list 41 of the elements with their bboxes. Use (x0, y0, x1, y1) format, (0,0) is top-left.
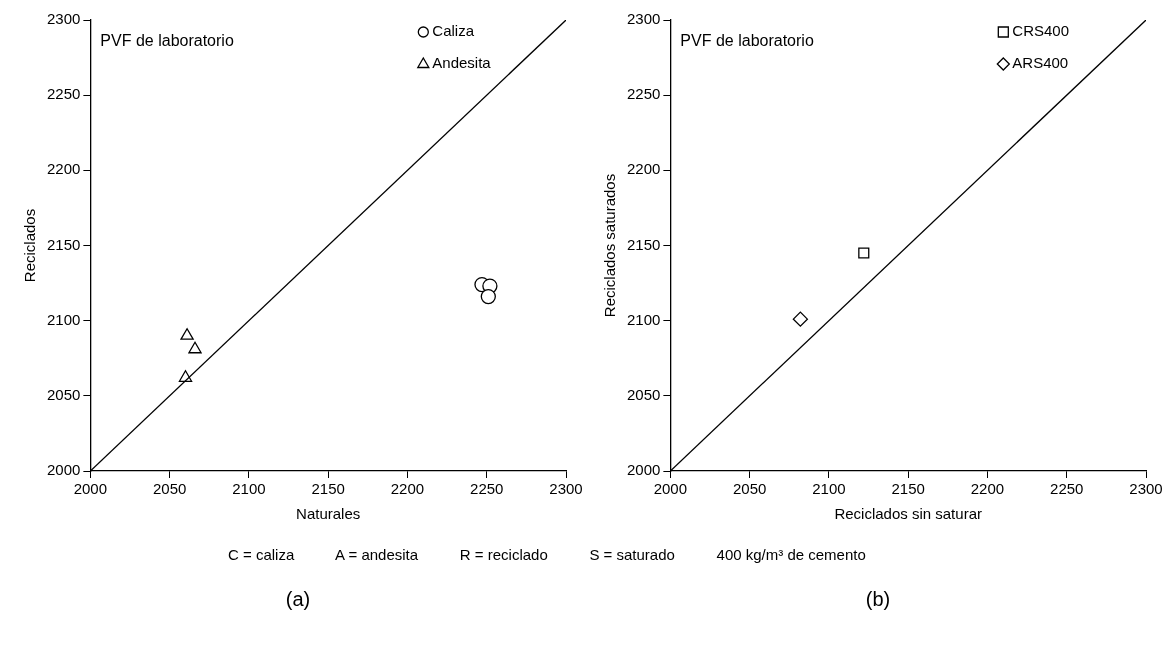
y-tick-label: 2200 (626, 160, 661, 178)
legend-label: Andesita (432, 54, 492, 72)
x-tick-label: 2200 (970, 480, 1005, 498)
x-tick-label: 2200 (390, 480, 425, 498)
y-tick-label: 2000 (626, 461, 661, 479)
x-tick-label: 2150 (311, 480, 345, 498)
y-tick-label: 2250 (46, 85, 81, 103)
x-tick-label: 2300 (1129, 480, 1163, 498)
annotation: PVF de laboratorio (100, 32, 234, 50)
x-tick-label: 2000 (653, 480, 688, 498)
y-tick-label: 2150 (626, 235, 661, 253)
x-tick-label: 2300 (549, 480, 583, 498)
text: (a) (284, 588, 312, 611)
y-tick-label: 2050 (626, 385, 661, 403)
legend-label: ARS400 (1012, 54, 1069, 72)
legend-label: Caliza (432, 22, 475, 40)
y-tick-label: 2100 (626, 310, 661, 328)
y-tick-label: 2300 (46, 10, 81, 28)
y-axis-title: Reciclados (21, 208, 39, 283)
x-tick-label: 2100 (232, 480, 266, 498)
y-tick-label: 2050 (46, 385, 81, 403)
legend-label: CRS400 (1012, 22, 1070, 40)
x-tick-label: 2250 (1050, 480, 1084, 498)
y-tick-label: 2100 (46, 310, 81, 328)
y-tick-label: 2200 (46, 160, 81, 178)
y-tick-label: 2000 (46, 461, 81, 479)
x-tick-label: 2050 (732, 480, 767, 498)
y-axis-title: Reciclados saturados (601, 173, 619, 318)
text: C = caliza A = andesita R = reciclado S = saturado 400 kg/m³ de cemento (228, 546, 866, 563)
x-axis-title: Reciclados sin saturar (834, 505, 982, 523)
x-tick-label: 2250 (470, 480, 504, 498)
y-tick-label: 2150 (46, 235, 81, 253)
x-tick-label: 2000 (73, 480, 108, 498)
x-tick-label: 2050 (152, 480, 187, 498)
y-tick-label: 2250 (626, 85, 661, 103)
x-axis-title: Naturales (296, 505, 361, 523)
x-tick-label: 2150 (891, 480, 925, 498)
annotation: PVF de laboratorio (680, 32, 814, 50)
y-tick-label: 2300 (626, 10, 661, 28)
text: (b) (864, 588, 892, 611)
x-tick-label: 2100 (812, 480, 846, 498)
